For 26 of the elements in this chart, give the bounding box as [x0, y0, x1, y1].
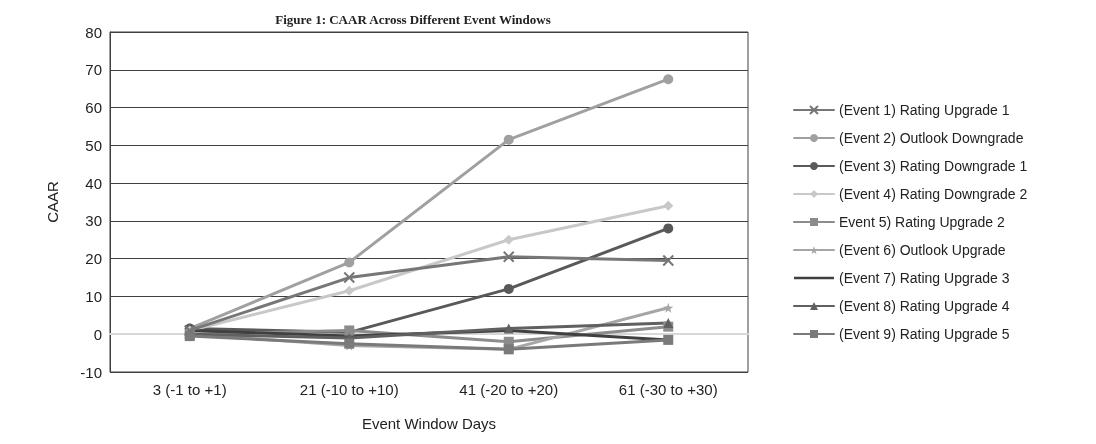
y-tick-label: 40: [85, 174, 102, 192]
y-tick-label: 60: [85, 99, 102, 117]
y-tick-label: 30: [85, 212, 102, 230]
y-tick-label: 50: [85, 136, 102, 154]
y-tick-label: 80: [85, 23, 102, 41]
legend-label: (Event 8) Rating Upgrade 4: [839, 298, 1010, 314]
chart-title: Figure 1: CAAR Across Different Event Windows: [275, 12, 551, 27]
x-tick-label: 21 (-10 to +10): [299, 381, 399, 398]
legend-label: (Event 4) Rating Downgrade 2: [839, 186, 1028, 202]
legend-label: (Event 9) Rating Upgrade 5: [839, 326, 1010, 342]
x-tick-label: 3 (-1 to +1): [152, 381, 227, 398]
legend-label: Event 5) Rating Upgrade 2: [839, 214, 1005, 230]
legend-label: (Event 7) Rating Upgrade 3: [839, 270, 1010, 286]
legend-label: (Event 6) Outlook Upgrade: [839, 242, 1006, 258]
y-tick-label: -10: [80, 363, 102, 381]
y-axis-title: CAAR: [44, 181, 61, 223]
legend-label: (Event 1) Rating Upgrade 1: [839, 102, 1010, 118]
legend-label: (Event 3) Rating Downgrade 1: [839, 158, 1028, 174]
y-tick-label: 0: [93, 325, 102, 343]
y-tick-label: 10: [85, 287, 102, 305]
y-tick-label: 20: [85, 250, 102, 268]
x-tick-label: 41 (-20 to +20): [459, 381, 559, 398]
x-tick-label: 61 (-30 to +30): [618, 381, 718, 398]
x-axis-title: Event Window Days: [361, 415, 497, 432]
y-tick-label: 70: [85, 61, 102, 79]
legend-label: (Event 2) Outlook Downgrade: [839, 130, 1024, 146]
